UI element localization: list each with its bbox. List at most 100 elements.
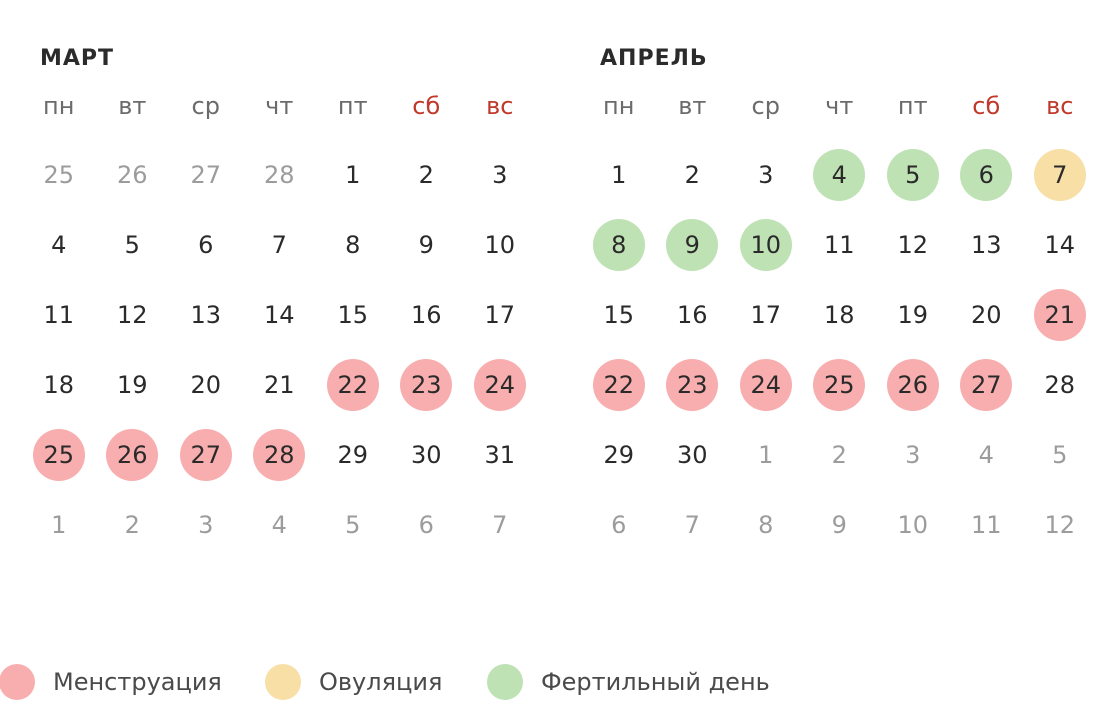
day-cell[interactable]: 21	[243, 350, 317, 420]
day-cell[interactable]: 25	[22, 140, 96, 210]
day-cell[interactable]: 12	[1023, 490, 1097, 560]
day-cell[interactable]: 25	[22, 420, 96, 490]
day-cell[interactable]: 13	[950, 210, 1024, 280]
day-cell[interactable]: 8	[316, 210, 390, 280]
menstruation-day: 22	[592, 359, 645, 411]
day-cell[interactable]: 14	[243, 280, 317, 350]
day-cell[interactable]: 5	[876, 140, 950, 210]
day-cell[interactable]: 3	[463, 140, 537, 210]
day-cell[interactable]: 3	[729, 140, 803, 210]
other-month-day: 11	[970, 511, 1002, 539]
day-cell[interactable]: 27	[169, 420, 243, 490]
day-cell[interactable]: 22	[316, 350, 390, 420]
day-cell[interactable]: 1	[729, 420, 803, 490]
day-cell[interactable]: 10	[729, 210, 803, 280]
day-cell[interactable]: 11	[950, 490, 1024, 560]
day-cell[interactable]: 23	[390, 350, 464, 420]
weekday-header-row: пн вт ср чт пт сб вс	[22, 88, 537, 124]
day-cell[interactable]: 11	[803, 210, 877, 280]
day-cell[interactable]: 5	[96, 210, 170, 280]
day-cell[interactable]: 9	[656, 210, 730, 280]
day-cell[interactable]: 12	[96, 280, 170, 350]
day-cell[interactable]: 21	[1023, 280, 1097, 350]
other-month-day: 2	[124, 511, 140, 539]
day-cell[interactable]: 11	[22, 280, 96, 350]
day-cell[interactable]: 6	[390, 490, 464, 560]
day-cell[interactable]: 4	[22, 210, 96, 280]
day-cell[interactable]: 28	[243, 140, 317, 210]
day-cell[interactable]: 6	[169, 210, 243, 280]
day-cell[interactable]: 31	[463, 420, 537, 490]
day-cell[interactable]: 15	[582, 280, 656, 350]
day-cell[interactable]: 22	[582, 350, 656, 420]
day-cell[interactable]: 29	[582, 420, 656, 490]
day-cell[interactable]: 1	[22, 490, 96, 560]
day-cell[interactable]: 26	[96, 140, 170, 210]
menstruation-dot-icon	[0, 664, 35, 700]
day-cell[interactable]: 24	[463, 350, 537, 420]
day-cell[interactable]: 29	[316, 420, 390, 490]
day-cell[interactable]: 3	[876, 420, 950, 490]
day-cell[interactable]: 10	[463, 210, 537, 280]
day-cell[interactable]: 28	[1023, 350, 1097, 420]
day-number: 30	[410, 441, 442, 469]
day-cell[interactable]: 19	[876, 280, 950, 350]
day-cell[interactable]: 9	[390, 210, 464, 280]
menstruation-day: 24	[739, 359, 792, 411]
weekday-label: вт	[118, 92, 147, 120]
day-cell[interactable]: 6	[582, 490, 656, 560]
day-cell[interactable]: 14	[1023, 210, 1097, 280]
other-month-day: 6	[611, 511, 627, 539]
day-cell[interactable]: 30	[390, 420, 464, 490]
day-cell[interactable]: 9	[803, 490, 877, 560]
day-cell[interactable]: 1	[582, 140, 656, 210]
day-cell[interactable]: 4	[950, 420, 1024, 490]
day-cell[interactable]: 23	[656, 350, 730, 420]
weekday-label: вс	[486, 92, 514, 120]
day-cell[interactable]: 2	[803, 420, 877, 490]
day-cell[interactable]: 8	[582, 210, 656, 280]
day-cell[interactable]: 5	[316, 490, 390, 560]
other-month-day: 3	[198, 511, 214, 539]
day-cell[interactable]: 18	[22, 350, 96, 420]
day-cell[interactable]: 7	[463, 490, 537, 560]
day-cell[interactable]: 30	[656, 420, 730, 490]
day-cell[interactable]: 8	[729, 490, 803, 560]
day-cell[interactable]: 7	[656, 490, 730, 560]
day-cell[interactable]: 27	[950, 350, 1024, 420]
day-cell[interactable]: 4	[243, 490, 317, 560]
day-cell[interactable]: 7	[1023, 140, 1097, 210]
day-cell[interactable]: 20	[950, 280, 1024, 350]
day-cell[interactable]: 2	[96, 490, 170, 560]
day-cell[interactable]: 18	[803, 280, 877, 350]
day-cell[interactable]: 24	[729, 350, 803, 420]
legend-item-fertile: Фертильный день	[487, 660, 770, 704]
day-cell[interactable]: 10	[876, 490, 950, 560]
day-cell[interactable]: 1	[316, 140, 390, 210]
day-cell[interactable]: 17	[729, 280, 803, 350]
day-cell[interactable]: 16	[390, 280, 464, 350]
day-cell[interactable]: 2	[390, 140, 464, 210]
day-cell[interactable]: 5	[1023, 420, 1097, 490]
day-cell[interactable]: 15	[316, 280, 390, 350]
day-cell[interactable]: 16	[656, 280, 730, 350]
day-cell[interactable]: 26	[96, 420, 170, 490]
day-cell[interactable]: 3	[169, 490, 243, 560]
other-month-day: 7	[684, 511, 700, 539]
day-cell[interactable]: 13	[169, 280, 243, 350]
day-cell[interactable]: 7	[243, 210, 317, 280]
day-cell[interactable]: 19	[96, 350, 170, 420]
day-cell[interactable]: 4	[803, 140, 877, 210]
day-cell[interactable]: 2	[656, 140, 730, 210]
day-cell[interactable]: 6	[950, 140, 1024, 210]
day-cell[interactable]: 12	[876, 210, 950, 280]
day-cell[interactable]: 25	[803, 350, 877, 420]
day-cell[interactable]: 26	[876, 350, 950, 420]
day-cell[interactable]: 17	[463, 280, 537, 350]
day-number: 15	[603, 301, 635, 329]
day-number: 7	[271, 231, 287, 259]
day-cell[interactable]: 28	[243, 420, 317, 490]
other-month-day: 4	[271, 511, 287, 539]
day-cell[interactable]: 20	[169, 350, 243, 420]
day-cell[interactable]: 27	[169, 140, 243, 210]
